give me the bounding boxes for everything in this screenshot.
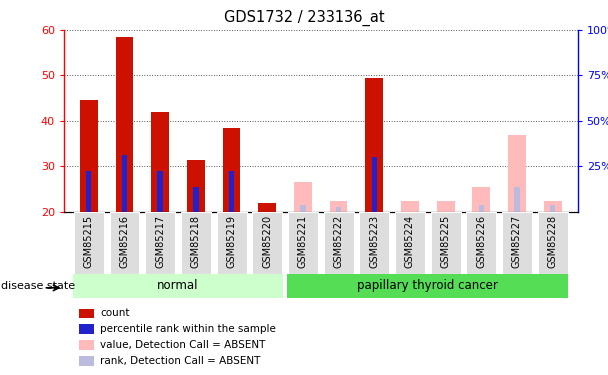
Bar bbox=[181, 212, 211, 274]
Bar bbox=[395, 212, 425, 274]
Bar bbox=[514, 187, 520, 212]
Bar bbox=[537, 212, 568, 274]
Bar bbox=[187, 160, 205, 212]
Text: GSM85227: GSM85227 bbox=[512, 215, 522, 268]
Bar bbox=[330, 201, 348, 212]
Text: GSM85217: GSM85217 bbox=[155, 215, 165, 268]
Bar bbox=[122, 155, 127, 212]
Bar bbox=[466, 212, 496, 274]
Bar bbox=[193, 187, 199, 212]
Bar bbox=[430, 212, 461, 274]
Bar bbox=[478, 205, 484, 212]
Bar bbox=[323, 212, 353, 274]
Bar bbox=[437, 201, 455, 212]
Bar bbox=[401, 201, 419, 212]
Bar bbox=[157, 171, 163, 212]
Text: GSM85224: GSM85224 bbox=[405, 215, 415, 268]
Bar bbox=[86, 171, 91, 212]
Bar bbox=[300, 205, 306, 212]
Text: GSM85223: GSM85223 bbox=[369, 215, 379, 268]
Bar bbox=[336, 207, 341, 212]
Text: papillary thyroid cancer: papillary thyroid cancer bbox=[358, 279, 498, 292]
Bar bbox=[359, 212, 389, 274]
Bar bbox=[116, 37, 133, 212]
Bar bbox=[223, 128, 240, 212]
Bar bbox=[216, 212, 246, 274]
Text: GSM85216: GSM85216 bbox=[120, 215, 130, 268]
Bar bbox=[365, 78, 383, 212]
Bar bbox=[472, 187, 490, 212]
Text: GDS1732 / 233136_at: GDS1732 / 233136_at bbox=[224, 9, 384, 26]
Text: GSM85218: GSM85218 bbox=[191, 215, 201, 268]
Bar bbox=[73, 274, 283, 298]
Bar bbox=[288, 212, 318, 274]
Bar bbox=[79, 340, 94, 350]
Text: disease state: disease state bbox=[1, 281, 75, 291]
Text: GSM85221: GSM85221 bbox=[298, 215, 308, 268]
Bar bbox=[252, 212, 282, 274]
Bar bbox=[508, 135, 526, 212]
Text: GSM85225: GSM85225 bbox=[441, 215, 451, 268]
Bar bbox=[80, 100, 98, 212]
Bar bbox=[79, 309, 94, 318]
Bar bbox=[79, 356, 94, 366]
Bar bbox=[287, 274, 568, 298]
Bar bbox=[371, 158, 377, 212]
Bar bbox=[294, 182, 312, 212]
Bar bbox=[79, 324, 94, 334]
Bar bbox=[151, 112, 169, 212]
Text: normal: normal bbox=[157, 279, 199, 292]
Text: value, Detection Call = ABSENT: value, Detection Call = ABSENT bbox=[100, 340, 266, 350]
Text: GSM85215: GSM85215 bbox=[84, 215, 94, 268]
Bar bbox=[258, 203, 276, 212]
Bar bbox=[550, 205, 555, 212]
Text: rank, Detection Call = ABSENT: rank, Detection Call = ABSENT bbox=[100, 356, 261, 366]
Bar bbox=[229, 171, 234, 212]
Text: GSM85228: GSM85228 bbox=[548, 215, 558, 268]
Text: percentile rank within the sample: percentile rank within the sample bbox=[100, 324, 276, 334]
Bar bbox=[109, 212, 139, 274]
Text: GSM85226: GSM85226 bbox=[476, 215, 486, 268]
Bar bbox=[74, 212, 104, 274]
Text: GSM85219: GSM85219 bbox=[227, 215, 237, 268]
Text: count: count bbox=[100, 309, 130, 318]
Bar bbox=[145, 212, 175, 274]
Bar bbox=[502, 212, 532, 274]
Bar bbox=[544, 201, 562, 212]
Text: GSM85220: GSM85220 bbox=[262, 215, 272, 268]
Text: GSM85222: GSM85222 bbox=[334, 215, 344, 268]
